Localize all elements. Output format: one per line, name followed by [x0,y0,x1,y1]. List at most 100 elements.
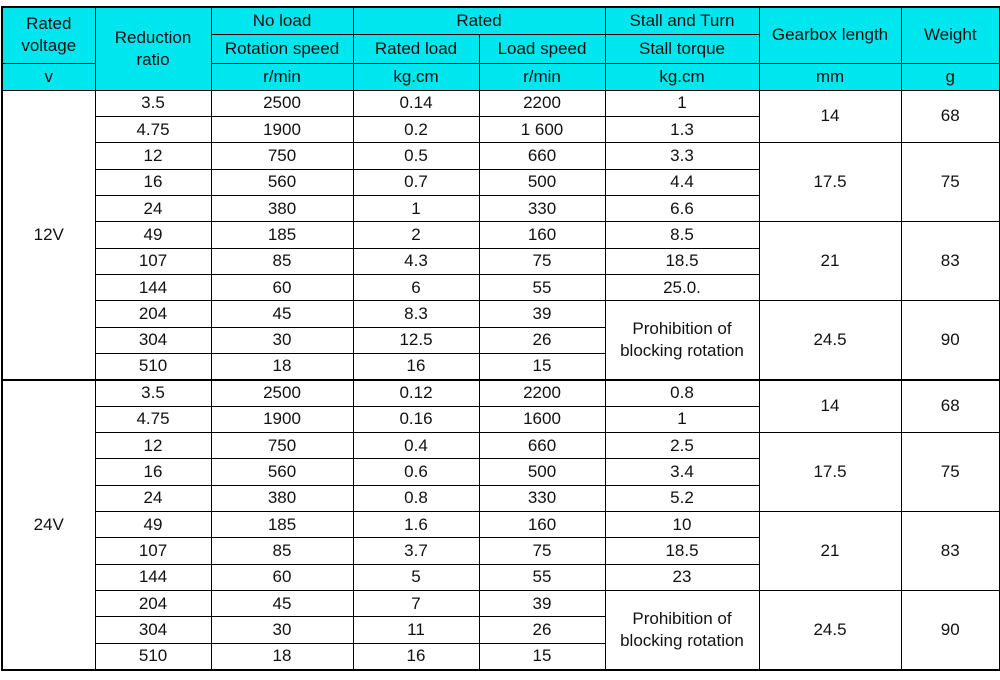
data-cell: 75 [478,247,606,275]
unit-cell: r/min [478,62,606,91]
unit-cell: kg.cm [604,62,760,91]
data-cell: 750 [210,431,354,460]
data-cell: 18.5 [604,537,760,565]
data-cell: 45 [210,590,354,618]
gearbox-cell: 17.5 [758,142,902,223]
data-cell: 1900 [210,115,354,144]
data-cell: 6.6 [604,194,760,223]
data-cell: 2 [352,221,480,249]
header-cell: Stall torque [604,33,760,64]
header-cell: Rotation speed [210,33,354,64]
weight-cell: 90 [900,590,1000,671]
data-cell: 24 [94,484,212,513]
data-cell: 750 [210,142,354,170]
data-cell: 26 [478,616,606,644]
table-row: 4.75 1900 0.2 1 600 1.3 [2,115,1000,144]
data-cell: 1600 [478,405,606,433]
weight-cell: 68 [900,89,1000,144]
data-cell: 3.3 [604,142,760,170]
data-cell: 24 [94,194,212,223]
data-cell: 204 [94,300,212,328]
gearbox-cell: 24.5 [758,300,902,381]
gearbox-cell: 17.5 [758,431,902,513]
table-row: 144 60 5 55 23 [2,563,1000,592]
data-cell: 0.14 [352,89,480,117]
header-cell: Reduction ratio [94,6,212,91]
data-cell: 55 [478,563,606,592]
data-cell: 12 [94,431,212,460]
table-row: 12 750 0.4 660 2.5 17.5 75 [2,431,1000,513]
weight-cell: 75 [900,142,1000,223]
data-cell: 0.5 [352,142,480,170]
data-cell: 3.7 [352,537,480,565]
data-cell: 4.3 [352,247,480,275]
data-cell: 2500 [210,378,354,407]
unit-cell: v [1,62,96,91]
table-row: 24 380 1 330 6.6 [2,194,1000,223]
data-cell: 26 [478,326,606,354]
data-cell: 16 [352,352,480,381]
gearbox-cell: 21 [758,221,902,302]
table-row: 24V 3.5 2500 0.12 2200 0.8 14 68 [1,378,1000,671]
gearbox-cell: 24.5 [758,590,902,671]
data-cell: 23 [604,563,760,592]
data-cell: 55 [478,273,606,302]
data-cell: 510 [94,352,212,381]
data-cell: 4.4 [604,168,760,196]
table-row: 49 185 2 160 8.5 21 83 [2,221,1000,302]
data-cell: 560 [210,168,354,196]
table-row: 107 85 3.7 75 18.5 [2,537,1000,565]
data-cell: 75 [478,537,606,565]
data-cell: 10 [604,510,760,539]
data-cell: 2200 [478,89,606,117]
data-cell: 107 [94,247,212,275]
header-cell: Stall and Turn [604,6,760,35]
data-cell: 16 [94,168,212,196]
data-cell: 330 [478,484,606,513]
data-cell: 1 [352,194,480,223]
data-cell: 85 [210,247,354,275]
voltage-cell: 24V [1,378,96,671]
unit-cell: g [900,62,1000,91]
header-cell: Gearbox length [758,6,902,64]
data-cell: 560 [210,458,354,486]
unit-cell: kg.cm [352,62,480,91]
data-cell: 0.4 [352,431,480,460]
data-cell: 15 [478,642,606,671]
header-cell: Load speed [478,33,606,64]
data-cell: 304 [94,326,212,354]
gearbox-cell: 14 [758,378,902,433]
data-cell: 18 [210,642,354,671]
data-cell: 1.6 [352,510,480,539]
weight-cell: 83 [900,221,1000,302]
data-cell: 500 [478,168,606,196]
data-cell: 1 [604,405,760,433]
data-cell: 1 600 [478,115,606,144]
data-cell: 15 [478,352,606,381]
weight-cell: 90 [900,300,1000,381]
data-cell: 380 [210,484,354,513]
header-cell: Weight [900,6,1000,64]
stall-note-cell: Prohibition of blocking rotation [604,590,760,671]
data-cell: 2.5 [604,431,760,460]
data-cell: 0.7 [352,168,480,196]
data-cell: 4.75 [94,115,212,144]
data-cell: 8.5 [604,221,760,249]
table-row: 24 380 0.8 330 5.2 [2,484,1000,513]
data-cell: 3.4 [604,458,760,486]
data-cell: 0.16 [352,405,480,433]
data-cell: 45 [210,300,354,328]
data-cell: 11 [352,616,480,644]
header-cell: No load [210,6,354,35]
data-cell: 0.6 [352,458,480,486]
table-row: 12V 3.5 2500 0.14 2200 1 14 68 [1,89,1000,381]
data-cell: 510 [94,642,212,671]
data-cell: 185 [210,510,354,539]
data-cell: 7 [352,590,480,618]
data-cell: 16 [94,458,212,486]
header-cell: Rated load [352,33,480,64]
data-cell: 1900 [210,405,354,433]
data-cell: 16 [352,642,480,671]
spec-table: Rated voltage Reduction ratio No load Ra… [1,6,1000,671]
